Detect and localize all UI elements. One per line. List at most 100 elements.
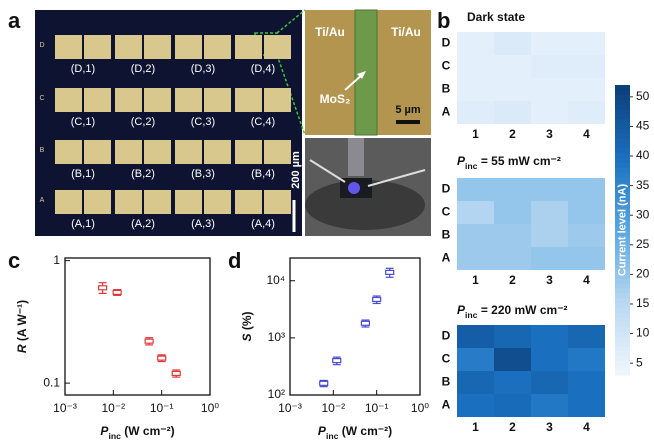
text-part: (%) (240, 311, 254, 333)
colorbar-slice (615, 138, 630, 143)
y-tick-label: 10² (268, 387, 285, 401)
column-label: 3 (546, 420, 553, 434)
row-label: B (442, 228, 451, 242)
electrode (144, 88, 171, 112)
text-part: = 55 mW cm⁻² (477, 154, 560, 168)
electrode (235, 190, 262, 214)
colorbar-slice (615, 370, 630, 375)
colorbar-slice (615, 365, 630, 370)
heatmap-cell (568, 348, 605, 371)
heatmap-cell (457, 325, 494, 348)
electrode-label: Ti/Au (391, 25, 421, 39)
colorbar-slice (615, 167, 630, 172)
scale-label: 200 µm (290, 151, 302, 189)
row-mark: B (40, 147, 45, 154)
colorbar-tick-label: 30 (636, 207, 650, 221)
electrode (235, 88, 262, 112)
row-label: D (442, 182, 451, 196)
heatmap-title: Dark state (467, 10, 525, 24)
text-part: (W cm⁻²) (338, 424, 392, 438)
electrode (115, 88, 142, 112)
x-axis-title: Pinc (W cm⁻²) (318, 424, 392, 441)
colorbar-slice (615, 90, 630, 95)
electrode (84, 190, 111, 214)
device-label: (C,2) (131, 116, 155, 128)
electrode (175, 140, 202, 164)
text-part: R (15, 344, 29, 353)
heatmap-cell (568, 394, 605, 417)
column-label: 3 (546, 127, 553, 141)
subscript: inc (108, 431, 121, 441)
electrode (115, 35, 142, 59)
column-label: 4 (583, 420, 590, 434)
colorbar-tick-label: 5 (636, 355, 643, 369)
heatmap-cell (457, 78, 494, 101)
heatmap-cell (457, 178, 494, 201)
colorbar-tick-label: 50 (636, 89, 650, 103)
heatmap-cell (457, 201, 494, 224)
colorbar-tick-label: 35 (636, 178, 650, 192)
row-label: B (442, 375, 451, 389)
colorbar-slice (615, 177, 630, 182)
colorbar-slice (615, 104, 630, 109)
text-part: (W cm⁻²) (121, 424, 175, 438)
data-point (172, 371, 180, 375)
text-part: Dark state (467, 10, 525, 24)
electrode (84, 35, 111, 59)
electrode (55, 88, 82, 112)
row-label: C (442, 352, 451, 366)
heatmap-cell (531, 78, 568, 101)
row-label: D (442, 36, 451, 50)
electrode (144, 190, 171, 214)
data-point (386, 270, 394, 274)
heatmap-cell (531, 32, 568, 55)
heatmap-cell (531, 394, 568, 417)
heatmap-cell (494, 325, 531, 348)
colorbar-slice (615, 298, 630, 303)
device-label: (C,4) (251, 116, 275, 128)
colorbar-slice (615, 109, 630, 114)
electrode (144, 35, 171, 59)
device-label: (A,3) (191, 218, 215, 230)
x-tick-label: 10⁻² (101, 401, 125, 415)
y-tick-label: 1 (53, 253, 60, 267)
plot-frame (290, 258, 420, 395)
colorbar-tick-label: 20 (636, 267, 650, 281)
row-label: C (442, 205, 451, 219)
heatmap-cell (457, 32, 494, 55)
colorbar-slice (615, 143, 630, 148)
colorbar-tick-label: 45 (636, 119, 650, 133)
colorbar-slice (615, 351, 630, 356)
electrode (144, 140, 171, 164)
row-label: A (442, 105, 451, 119)
column-label: 1 (472, 273, 479, 287)
device-label: (D,3) (191, 63, 215, 75)
colorbar-slice (615, 327, 630, 332)
electrode (204, 88, 231, 112)
colorbar-slice (615, 172, 630, 177)
colorbar-slice (615, 148, 630, 153)
heatmap-cell (531, 371, 568, 394)
colorbar-tick-label: 15 (636, 296, 650, 310)
electrode (175, 88, 202, 112)
colorbar-slice (615, 85, 630, 90)
row-mark: D (39, 42, 44, 49)
electrode (264, 88, 291, 112)
text-part: S (240, 333, 254, 341)
x-tick-label: 10⁻³ (278, 401, 302, 415)
row-mark: A (40, 197, 45, 204)
heatmap-title: Pinc = 55 mW cm⁻² (457, 154, 561, 171)
column-label: 3 (546, 273, 553, 287)
heatmap-cell (531, 101, 568, 124)
data-point (320, 381, 328, 385)
heatmap-cell (568, 247, 605, 270)
heatmap-cell (531, 178, 568, 201)
colorbar-slice (615, 114, 630, 119)
heatmap-title: Pinc = 220 mW cm⁻² (457, 303, 568, 320)
flake (355, 10, 377, 135)
colorbar-tick-label: 40 (636, 148, 650, 162)
heatmap-cell (494, 178, 531, 201)
row-label: B (442, 82, 451, 96)
x-tick-label: 10⁻² (321, 401, 345, 415)
plot-frame (65, 258, 210, 395)
